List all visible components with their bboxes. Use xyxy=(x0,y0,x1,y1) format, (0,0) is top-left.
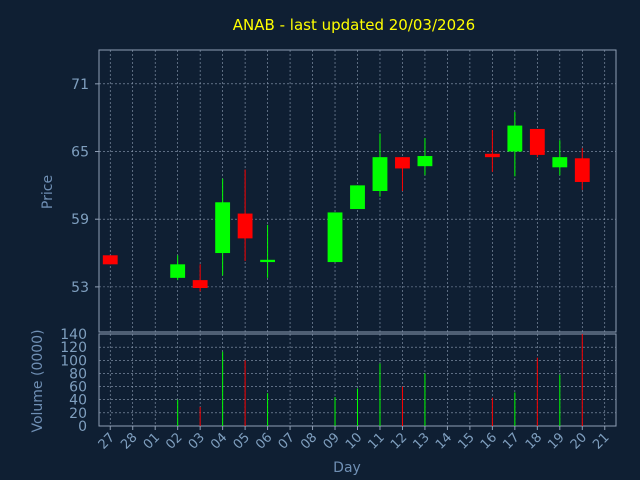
candle-body xyxy=(192,280,208,289)
x-tick-label: 01 xyxy=(141,430,163,452)
candle-body xyxy=(327,212,343,263)
price-y-tick-label: 71 xyxy=(71,77,89,93)
x-tick-label: 17 xyxy=(500,430,522,452)
candle-body xyxy=(395,157,410,169)
candle-body xyxy=(574,158,590,182)
x-tick-label: 05 xyxy=(231,430,253,452)
volume-y-tick-label: 120 xyxy=(60,340,87,356)
price-y-axis-label: Price xyxy=(40,175,56,209)
x-tick-label: 20 xyxy=(568,430,590,452)
x-tick-label: 14 xyxy=(433,430,455,452)
x-tick-label: 08 xyxy=(298,430,320,452)
x-tick-label: 12 xyxy=(388,430,410,452)
x-tick-label: 07 xyxy=(276,430,298,452)
volume-y-tick-label: 80 xyxy=(69,366,87,382)
price-y-ticks: 53 59 65 71 xyxy=(71,77,99,296)
x-tick-label: 09 xyxy=(321,430,343,452)
volume-y-tick-label: 140 xyxy=(60,327,87,343)
candle-body xyxy=(372,157,388,191)
volume-y-axis-label: Volume (0000) xyxy=(30,329,46,432)
candle-body xyxy=(350,185,365,210)
x-tick-label: 21 xyxy=(590,430,612,452)
volume-bars xyxy=(177,334,583,426)
candles xyxy=(102,112,590,292)
candle-body xyxy=(215,202,231,254)
price-panel: 53 59 65 71 xyxy=(71,49,617,333)
x-tick-label: 15 xyxy=(455,430,477,452)
candle-body xyxy=(417,156,433,167)
x-tick-label: 13 xyxy=(410,430,432,452)
price-y-tick-label: 59 xyxy=(71,212,89,228)
candle-body xyxy=(552,157,568,168)
candle-body xyxy=(170,264,186,278)
candle-body xyxy=(484,153,500,158)
volume-y-tick-label: 100 xyxy=(60,353,87,369)
x-tick-label: 04 xyxy=(208,430,230,452)
x-axis-label: Day xyxy=(333,460,361,476)
volume-y-tick-label: 20 xyxy=(69,406,87,422)
candle-body xyxy=(507,125,523,152)
x-tick-label: 27 xyxy=(96,430,118,452)
volume-y-tick-label: 0 xyxy=(78,419,87,435)
volume-y-tick-label: 60 xyxy=(69,380,87,396)
x-tick-label: 19 xyxy=(545,430,567,452)
candle-body xyxy=(260,259,276,263)
x-tick-label: 03 xyxy=(186,430,208,452)
x-tick-label: 06 xyxy=(253,430,275,452)
chart-title: ANAB - last updated 20/03/2026 xyxy=(233,16,475,34)
x-ticks: 27 28 01 02 03 04 05 06 07 08 09 10 11 12 13 14 15 16 17 18… xyxy=(96,426,613,453)
price-y-tick-label: 53 xyxy=(71,280,89,296)
x-tick-label: 11 xyxy=(365,430,387,452)
candle-body xyxy=(102,255,118,265)
x-tick-label: 28 xyxy=(118,430,140,452)
price-y-tick-label: 65 xyxy=(71,145,89,161)
x-tick-label: 16 xyxy=(478,430,500,452)
x-tick-label: 18 xyxy=(523,430,545,452)
candle-body xyxy=(529,128,545,155)
x-tick-label: 02 xyxy=(163,430,185,452)
x-tick-label: 10 xyxy=(343,430,365,452)
volume-y-tick-label: 40 xyxy=(69,393,87,409)
candle-body xyxy=(237,213,253,239)
